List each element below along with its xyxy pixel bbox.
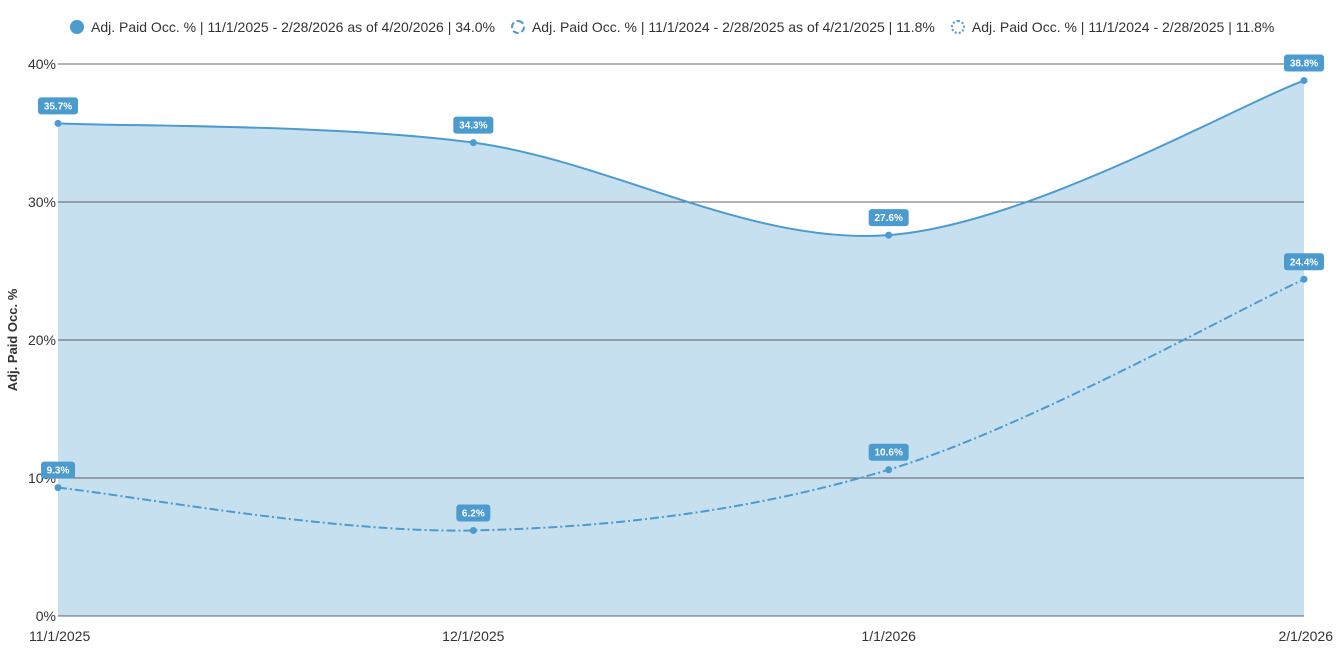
data-point	[1300, 275, 1308, 283]
data-label-box	[456, 504, 491, 522]
data-point	[1300, 77, 1308, 85]
data-label: 10.6%	[874, 448, 902, 459]
data-label: 24.4%	[1290, 257, 1318, 268]
x-tick-label: 2/1/2026	[1279, 628, 1334, 644]
data-label-box	[1284, 54, 1324, 72]
data-label-box	[41, 461, 75, 479]
data-point	[54, 484, 62, 492]
data-point	[54, 119, 62, 127]
legend-dotted-circle-icon	[950, 20, 965, 34]
x-tick-label: 11/1/2025	[29, 628, 90, 644]
data-label-box	[868, 443, 909, 461]
area-fill	[58, 80, 1304, 616]
data-label: 34.3%	[459, 121, 487, 132]
data-point	[469, 139, 477, 147]
data-point	[885, 231, 893, 239]
legend-item-current[interactable]: Adj. Paid Occ. % | 11/1/2025 - 2/28/2026…	[70, 19, 495, 35]
data-label-box	[1284, 253, 1324, 271]
data-label: 35.7%	[44, 101, 72, 112]
data-point	[469, 526, 477, 534]
data-label: 38.8%	[1290, 59, 1318, 70]
y-tick-label: 40%	[28, 56, 56, 72]
legend-item-prior-as-of[interactable]: Adj. Paid Occ. % | 11/1/2024 - 2/28/2025…	[510, 19, 935, 35]
data-label-box	[453, 116, 494, 134]
series-line-0	[57, 79, 1305, 237]
data-label: 9.3%	[47, 466, 70, 477]
data-label-box	[868, 209, 909, 227]
legend-item-prior[interactable]: Adj. Paid Occ. % | 11/1/2024 - 2/28/2025…	[950, 19, 1275, 35]
legend-label: Adj. Paid Occ. % | 11/1/2025 - 2/28/2026…	[91, 19, 495, 35]
legend-label: Adj. Paid Occ. % | 11/1/2024 - 2/28/2025…	[531, 19, 935, 35]
legend: Adj. Paid Occ. % | 11/1/2025 - 2/28/2026…	[70, 16, 1290, 38]
series-line-1	[57, 278, 1305, 532]
x-tick-label: 12/1/2025	[442, 628, 504, 644]
y-axis-label: Adj. Paid Occ. %	[5, 288, 20, 391]
x-tick-label: 1/1/2026	[861, 628, 916, 644]
data-label: 6.2%	[462, 508, 485, 519]
legend-circle-icon	[70, 20, 84, 34]
legend-dashed-circle-icon	[510, 20, 525, 34]
y-tick-label: 20%	[28, 332, 56, 348]
data-point	[885, 466, 893, 474]
data-label-box	[38, 97, 78, 115]
legend-label: Adj. Paid Occ. % | 11/1/2024 - 2/28/2025…	[971, 19, 1275, 35]
y-tick-label: 0%	[36, 608, 56, 624]
y-tick-label: 30%	[28, 194, 56, 210]
data-label: 27.6%	[874, 213, 902, 224]
